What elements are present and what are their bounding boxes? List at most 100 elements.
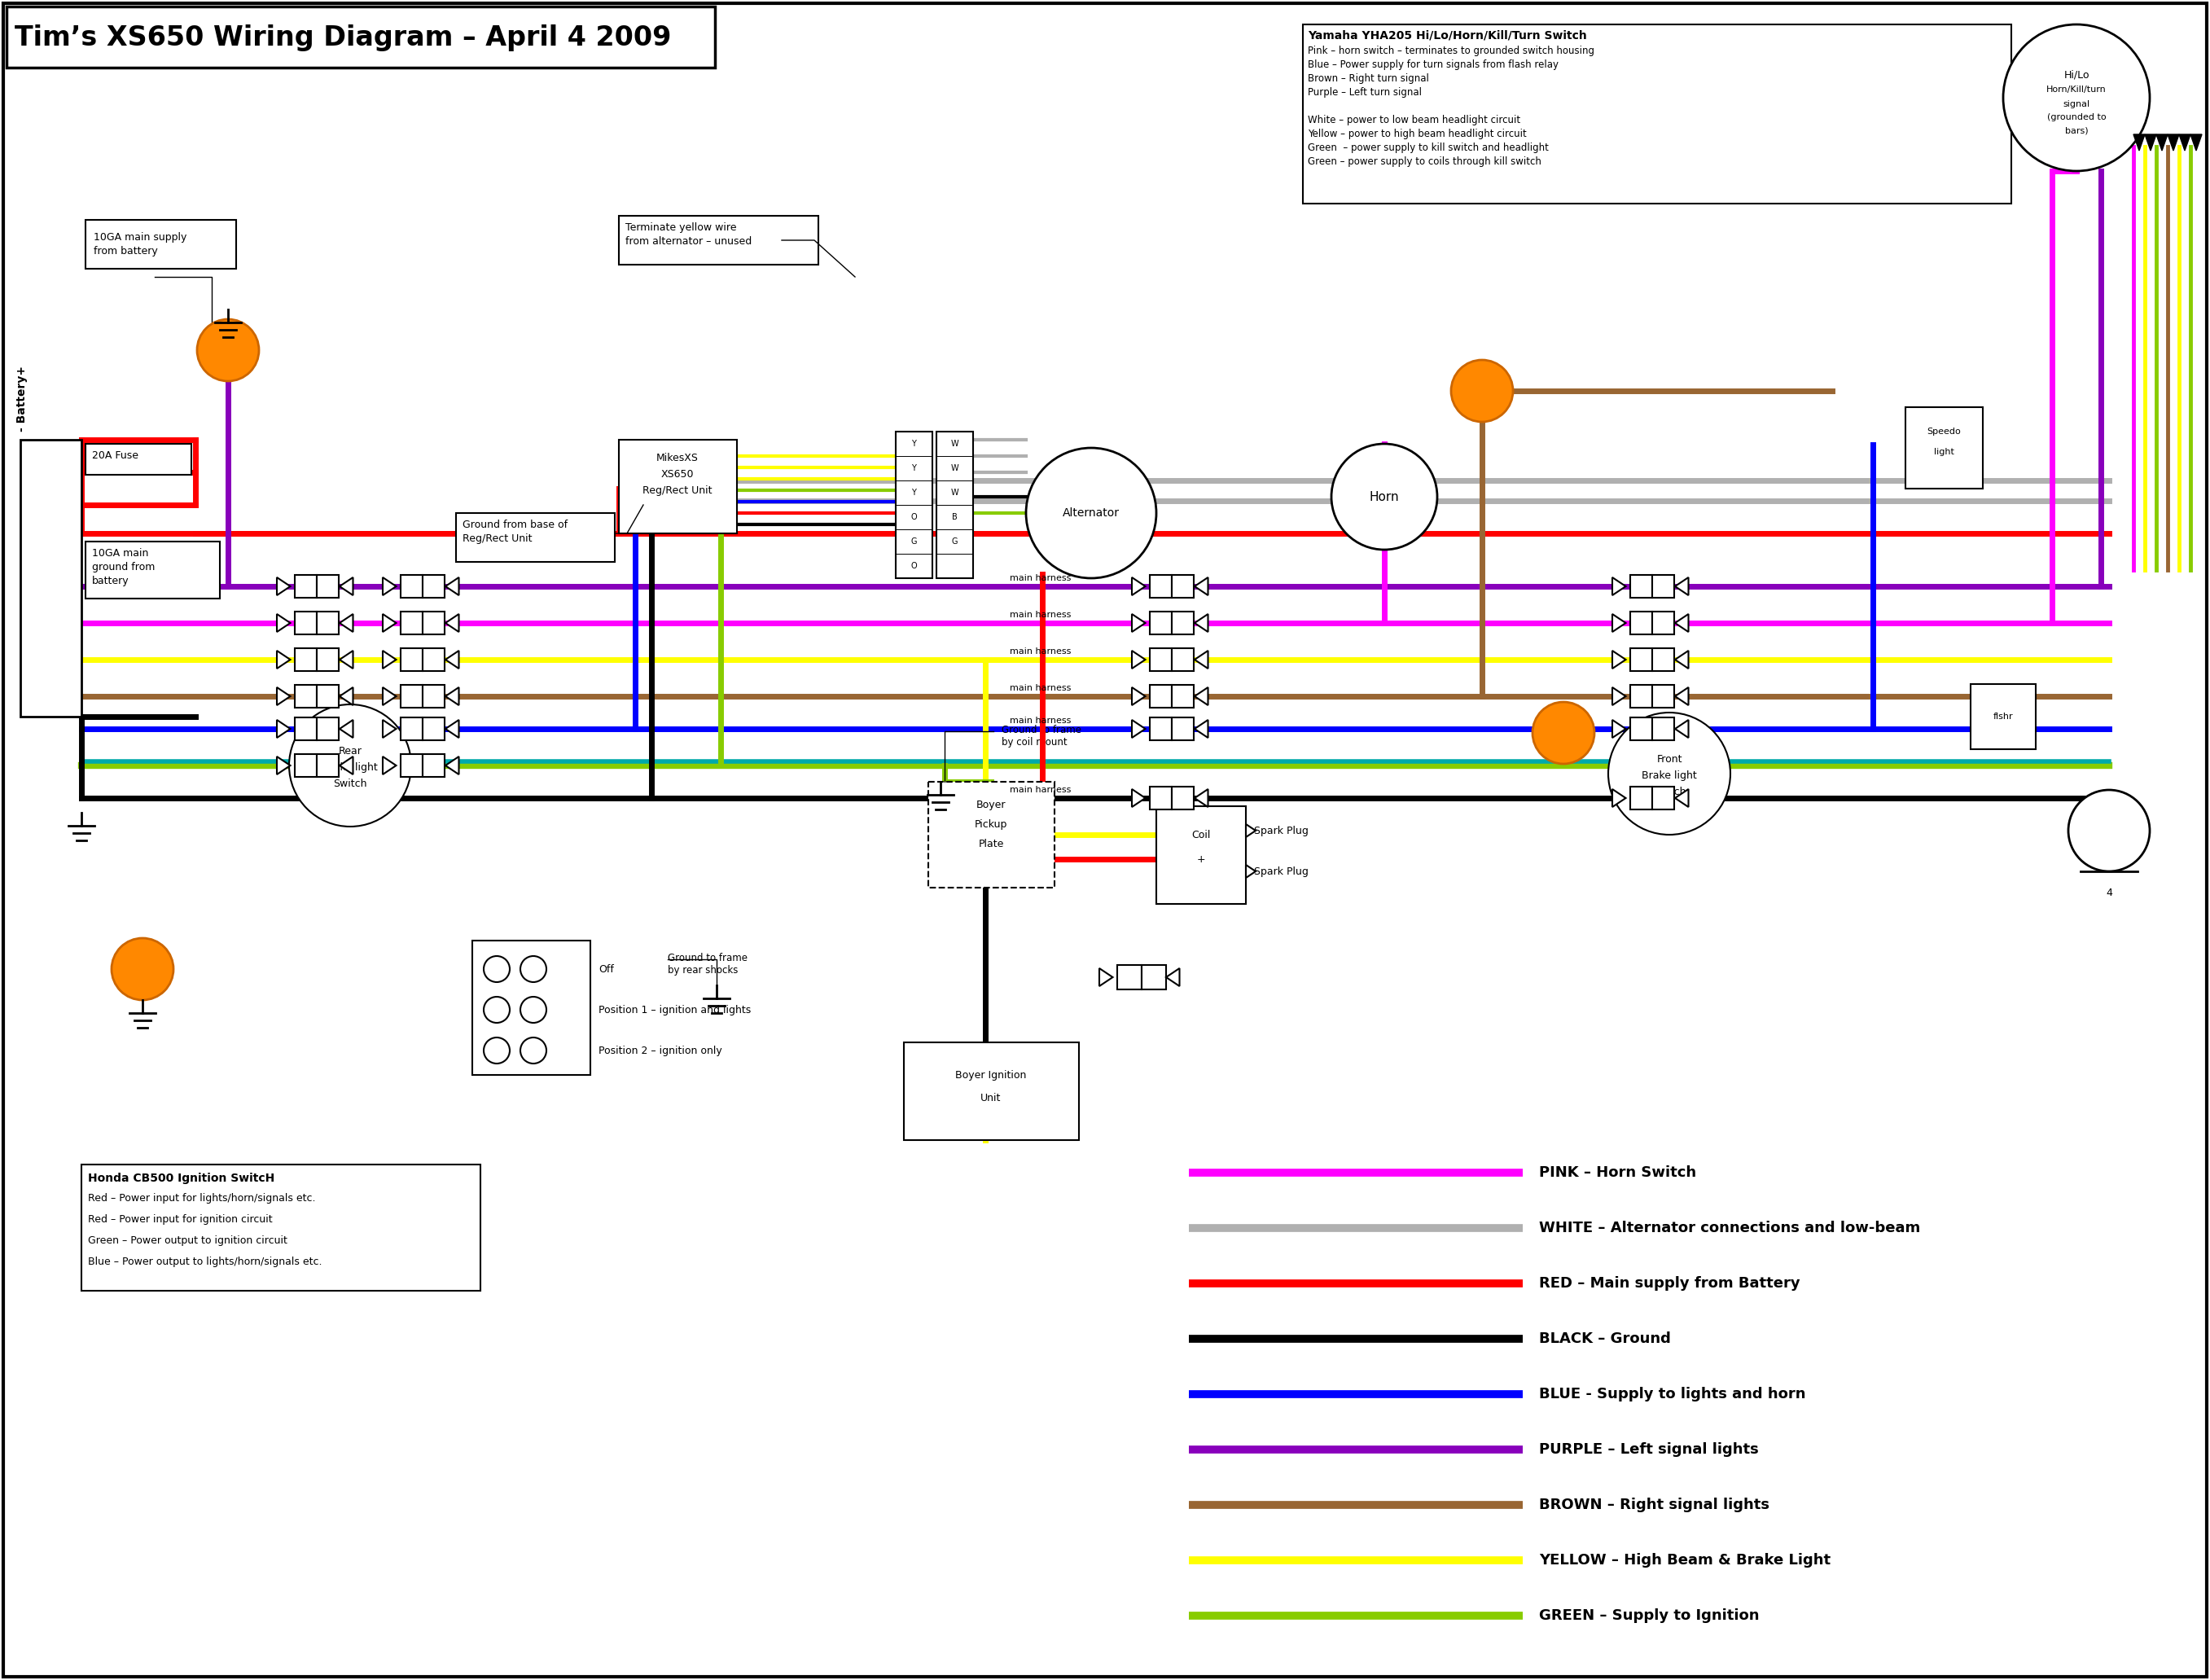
Polygon shape [340,650,354,669]
Bar [1971,684,2035,749]
Bar [82,1164,480,1290]
Bar [294,685,316,707]
Text: ground from: ground from [93,561,155,573]
Polygon shape [1613,650,1627,669]
Bar [455,512,614,561]
Bar [928,781,1054,887]
Text: Spark Plug: Spark Plug [1253,867,1308,877]
Bar [1149,648,1171,670]
Text: Red – Power input for ignition circuit: Red – Power input for ignition circuit [88,1215,272,1225]
Circle shape [519,1038,546,1063]
Text: Blue – Power supply for turn signals from flash relay: Blue – Power supply for turn signals fro… [1308,59,1558,71]
Text: - Battery+: - Battery+ [15,366,29,432]
Text: XS650: XS650 [661,469,694,479]
Bar [422,754,444,776]
Bar [316,685,338,707]
Text: Alternator: Alternator [1063,507,1120,519]
Polygon shape [1132,687,1145,706]
Text: bars): bars) [2064,126,2088,134]
Polygon shape [1167,968,1180,986]
Bar [422,612,444,635]
Text: Terminate yellow wire: Terminate yellow wire [625,222,736,234]
Bar [1653,717,1675,741]
Text: Reg/Rect Unit: Reg/Rect Unit [643,486,712,496]
Polygon shape [382,613,396,632]
Bar [1171,612,1193,635]
Text: Ground from base of: Ground from base of [462,519,568,531]
Polygon shape [1196,790,1209,806]
Bar [619,215,818,265]
Bar [400,717,422,741]
Bar [294,717,316,741]
Bar [422,575,444,598]
Text: Honda CB500 Ignition SwitcH: Honda CB500 Ignition SwitcH [88,1173,274,1184]
Text: main harness: main harness [1010,575,1072,583]
Bar [294,754,316,776]
Bar [1171,717,1193,741]
Polygon shape [1196,650,1209,669]
Polygon shape [446,721,460,738]
Text: Green  – power supply to kill switch and headlight: Green – power supply to kill switch and … [1308,143,1549,153]
Bar [294,575,316,598]
Bar [400,648,422,670]
Polygon shape [340,578,354,595]
Bar [400,685,422,707]
Bar [1631,612,1653,635]
Bar [316,717,338,741]
Bar [316,754,338,776]
Circle shape [1452,360,1514,422]
Text: Blue – Power output to lights/horn/signals etc.: Blue – Power output to lights/horn/signa… [88,1257,323,1267]
Bar [1653,786,1675,810]
Circle shape [111,937,172,1000]
Bar [1653,612,1675,635]
Bar [294,648,316,670]
Text: Yellow – power to high beam headlight circuit: Yellow – power to high beam headlight ci… [1308,129,1527,139]
Bar [1149,612,1171,635]
Polygon shape [1132,721,1145,738]
Text: 10GA main supply: 10GA main supply [93,232,188,242]
Text: Spark Plug: Spark Plug [1253,825,1308,837]
Polygon shape [1196,613,1209,632]
Polygon shape [1132,650,1145,669]
Bar [1631,786,1653,810]
Bar [1171,786,1193,810]
Text: Boyer Ignition: Boyer Ignition [955,1070,1028,1080]
Bar [1171,575,1193,598]
Circle shape [2069,790,2150,872]
Polygon shape [1613,613,1627,632]
Polygon shape [446,578,460,595]
Circle shape [484,996,511,1023]
Text: +: + [1198,853,1204,865]
Text: Ground to frame
by coil mount: Ground to frame by coil mount [1001,724,1081,748]
Bar [400,575,422,598]
Text: BLUE - Supply to lights and horn: BLUE - Supply to lights and horn [1538,1386,1806,1401]
Polygon shape [1675,613,1688,632]
Polygon shape [382,687,396,706]
Polygon shape [276,687,290,706]
Text: Position 1 – ignition and lights: Position 1 – ignition and lights [599,1005,751,1015]
Circle shape [1609,712,1730,835]
Polygon shape [340,687,354,706]
Polygon shape [2168,134,2179,151]
Bar [316,648,338,670]
Text: G: G [911,538,917,546]
Text: WHITE – Alternator connections and low-beam: WHITE – Alternator connections and low-b… [1538,1221,1920,1235]
Polygon shape [1675,578,1688,595]
Polygon shape [2146,134,2157,151]
Bar [7,7,716,67]
Bar [1653,575,1675,598]
Text: 10GA main: 10GA main [93,548,148,559]
Text: Switch: Switch [334,778,367,788]
Circle shape [197,319,259,381]
Polygon shape [1196,687,1209,706]
Text: G: G [950,538,957,546]
Text: 20A Fuse: 20A Fuse [93,450,139,460]
Text: O: O [911,512,917,521]
Text: from alternator – unused: from alternator – unused [625,237,751,247]
Polygon shape [1246,865,1255,879]
Bar [294,612,316,635]
Polygon shape [446,687,460,706]
Text: BROWN – Right signal lights: BROWN – Right signal lights [1538,1497,1770,1512]
Bar [1653,648,1675,670]
Bar [422,648,444,670]
